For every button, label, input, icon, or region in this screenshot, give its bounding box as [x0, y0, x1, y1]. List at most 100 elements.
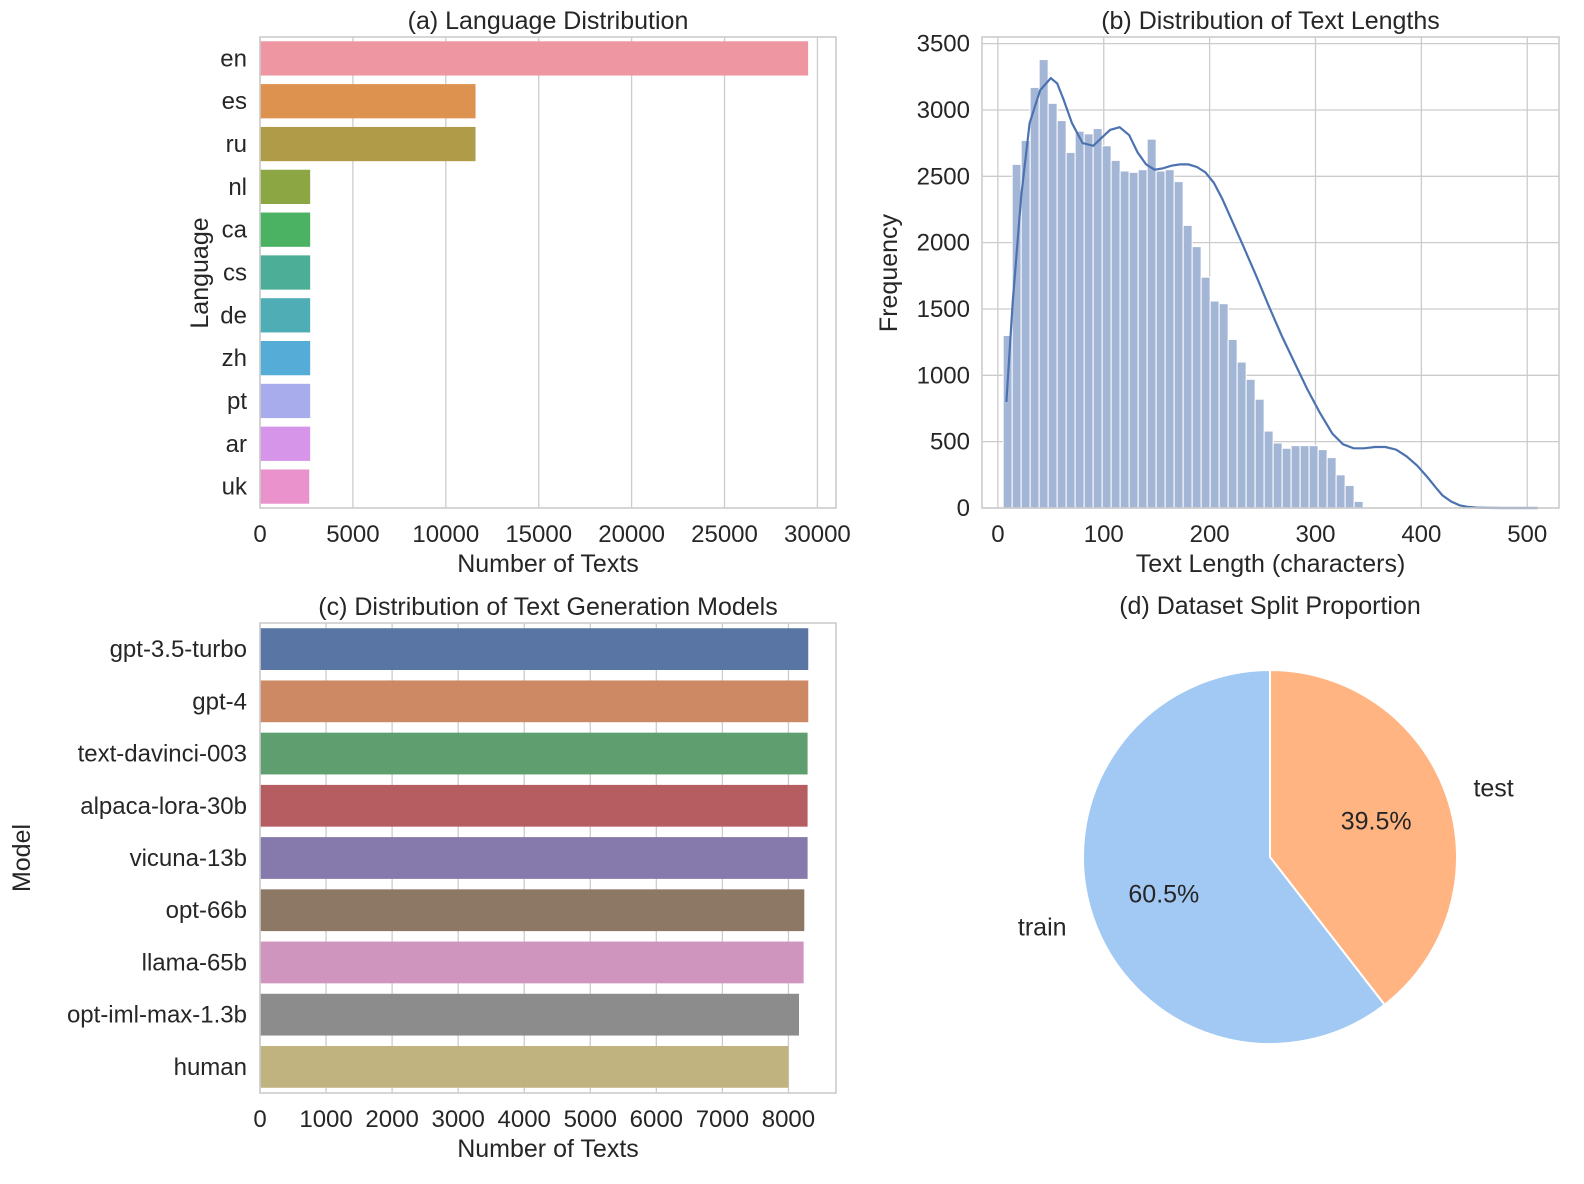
- x-tick-label: 1000: [299, 1106, 352, 1133]
- y-tick-label: ar: [226, 431, 247, 458]
- histogram-bar: [1074, 130, 1085, 509]
- bar-vicuna-13b: [260, 837, 808, 879]
- histogram-bar: [1299, 445, 1310, 509]
- histogram-bar: [1146, 138, 1157, 509]
- bar-human: [260, 1046, 789, 1088]
- y-tick-label: human: [174, 1054, 247, 1081]
- chart-title: (b) Distribution of Text Lengths: [1101, 7, 1440, 35]
- x-axis-label: Text Length (characters): [1136, 550, 1406, 578]
- bar-gpt-3.5-turbo: [260, 628, 809, 670]
- y-tick-label: gpt-3.5-turbo: [110, 636, 247, 663]
- bar-gpt-4: [260, 680, 809, 723]
- pie-percent-label: 39.5%: [1341, 808, 1412, 836]
- text-length-histogram: 0 100 200 300 400 500 0 500 1000 1500 2000 2500 3000…: [875, 7, 1560, 578]
- x-tick-label: 20000: [598, 521, 665, 548]
- bar-alpaca-lora-30b: [260, 784, 808, 827]
- y-tick-label: en: [220, 45, 247, 72]
- histogram-bar: [1227, 339, 1238, 509]
- bar-ru: [260, 126, 476, 162]
- histogram-bar: [1119, 170, 1130, 509]
- language-distribution-chart: en es ru nl ca cs de zh pt ar uk0 5000 10000 15000 200…: [186, 7, 851, 578]
- histogram-bar: [1173, 181, 1184, 509]
- histogram-bar: [1002, 335, 1013, 509]
- y-tick-label: 1000: [917, 362, 970, 389]
- y-tick-label: 3000: [917, 97, 970, 124]
- x-tick-label: 0: [253, 1106, 266, 1133]
- axes-frame: [259, 622, 837, 1094]
- x-tick-label: 0: [991, 521, 1004, 548]
- histogram-bar: [1335, 474, 1346, 509]
- histogram-bar: [1182, 224, 1193, 509]
- y-tick-label: es: [222, 88, 247, 115]
- y-tick-label: 2500: [917, 163, 970, 190]
- pie-percent-label: 60.5%: [1128, 880, 1199, 908]
- bar-opt-66b: [260, 889, 805, 932]
- x-tick-label: 25000: [691, 521, 758, 548]
- x-tick-label: 5000: [326, 521, 379, 548]
- y-tick-label: gpt-4: [192, 688, 247, 715]
- pie-label: train: [1018, 914, 1067, 942]
- generation-models-chart: gpt-3.5-turbo gpt-4 text-davinci-003 alpaca…: [8, 593, 837, 1163]
- histogram-bar: [1047, 102, 1058, 509]
- y-tick-label: ru: [226, 131, 247, 158]
- bar-opt-iml-max-1.3b: [260, 993, 800, 1036]
- histogram-bar: [1083, 133, 1094, 509]
- x-tick-label: 400: [1401, 521, 1441, 548]
- histogram-bar: [1128, 171, 1139, 509]
- x-tick-label: 200: [1190, 521, 1230, 548]
- chart-title: (c) Distribution of Text Generation Mode…: [318, 593, 777, 621]
- y-tick-label: de: [220, 302, 247, 329]
- y-axis-label: Frequency: [875, 213, 903, 332]
- histogram-bar: [1029, 86, 1040, 509]
- histogram-bar: [1272, 442, 1283, 509]
- histogram-bar: [1020, 139, 1031, 509]
- bar-es: [260, 84, 476, 119]
- y-tick-label: nl: [228, 174, 247, 201]
- bar-en: [260, 41, 809, 76]
- axes-frame: [259, 36, 837, 509]
- y-tick-label: text-davinci-003: [78, 741, 247, 768]
- x-tick-label: 8000: [762, 1106, 815, 1133]
- pie-slice-test: [1269, 668, 1458, 1007]
- y-tick-label: 3500: [917, 31, 970, 58]
- x-tick-label: 30000: [784, 521, 851, 548]
- histogram-bar: [1209, 300, 1220, 509]
- y-tick-label: 2000: [917, 230, 970, 257]
- axes-frame: [981, 36, 1560, 509]
- x-tick-label: 6000: [630, 1106, 683, 1133]
- bar-uk: [260, 469, 310, 504]
- chart-title: (d) Dataset Split Proportion: [1119, 592, 1421, 620]
- kde-line: [1005, 76, 1538, 510]
- histogram-bar: [1236, 361, 1247, 509]
- x-tick-label: 5000: [564, 1106, 617, 1133]
- x-tick-label: 100: [1084, 521, 1124, 548]
- x-tick-label: 7000: [696, 1106, 749, 1133]
- y-tick-label: vicuna-13b: [130, 845, 247, 872]
- pie-label: test: [1473, 774, 1513, 802]
- y-axis-label: Model: [8, 824, 36, 892]
- x-tick-label: 3000: [431, 1106, 484, 1133]
- bar-llama-65b: [260, 941, 804, 984]
- x-tick-label: 15000: [505, 521, 572, 548]
- histogram-bar: [1344, 484, 1355, 509]
- bar-pt: [260, 383, 311, 419]
- bar-ar: [260, 426, 311, 461]
- histogram-bar: [1290, 445, 1301, 509]
- y-tick-label: alpaca-lora-30b: [80, 793, 247, 820]
- histogram-bar: [1092, 128, 1103, 509]
- chart-title: (a) Language Distribution: [408, 7, 689, 35]
- histogram-bar: [1353, 500, 1364, 509]
- bar-zh: [260, 341, 311, 376]
- histogram-bar: [1038, 59, 1049, 509]
- histogram-bar: [1110, 159, 1121, 509]
- x-axis-label: Number of Texts: [457, 550, 639, 578]
- y-tick-label: uk: [222, 474, 248, 501]
- y-tick-label: opt-iml-max-1.3b: [67, 1002, 247, 1029]
- histogram-bar: [1308, 445, 1319, 509]
- x-axis-label: Number of Texts: [457, 1135, 639, 1163]
- histogram-bar: [1245, 378, 1256, 509]
- bar-nl: [260, 169, 311, 204]
- histogram-bar: [1065, 151, 1076, 509]
- histogram-bar: [1254, 398, 1265, 509]
- y-tick-label: opt-66b: [166, 897, 247, 924]
